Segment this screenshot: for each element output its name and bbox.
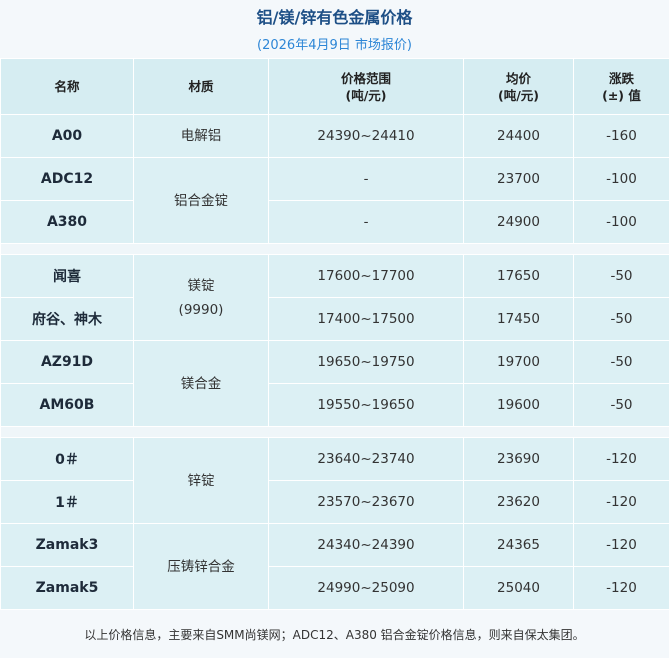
avg-cell: 23620 <box>463 480 574 524</box>
title: 铝/镁/锌有色金属价格 <box>256 8 413 27</box>
price-table: 名称 材质 价格范围 (吨/元) 均价 (吨/元) 涨跌 (±) 值 A00 电解铝 243… <box>0 58 669 610</box>
material-cell: 镁合金 <box>133 340 269 427</box>
change-cell: -120 <box>573 566 669 610</box>
range-cell: 17400~17500 <box>268 297 464 341</box>
change-cell: -50 <box>573 297 669 341</box>
data-row: 闻喜 镁锭 (9990) 17600~17700 17650 -50 <box>0 254 669 341</box>
data-row: AZ91D 镁合金 19650~19750 19700 -50 <box>0 340 669 427</box>
change-cell: -100 <box>573 200 669 244</box>
range-cell: 24340~24390 <box>268 523 464 567</box>
data-row: ADC12 铝合金锭 -23700 -100 <box>0 157 669 244</box>
avg-cell: 25040 <box>463 566 574 610</box>
header-cell: 涨跌 (±) 值 <box>573 58 669 115</box>
name-cell: A380 <box>0 200 134 244</box>
gap-cell <box>0 243 669 255</box>
table-body: A00 电解铝 24390~24410 24400 -160 ADC12 铝合金锭 -2370… <box>0 114 669 610</box>
range-cell: 17600~17700 <box>268 254 464 298</box>
avg-cell: 17650 <box>463 254 574 298</box>
name-cell: AM60B <box>0 383 134 427</box>
avg-cell: 19700 <box>463 340 574 384</box>
avg-cell: 23690 <box>463 437 574 481</box>
material-cell: 锌锭 <box>133 437 269 524</box>
data-row: Zamak3 压铸锌合金 24340~24390 24365 -120 <box>0 523 669 610</box>
name-cell: Zamak3 <box>0 523 134 567</box>
avg-cell: 17450 <box>463 297 574 341</box>
avg-cell: 24400 <box>463 114 574 158</box>
range-cell: 23640~23740 <box>268 437 464 481</box>
material-cell: 压铸锌合金 <box>133 523 269 610</box>
name-cell: 0＃ <box>0 437 134 481</box>
gap-row <box>0 426 669 438</box>
range-cell: 24990~25090 <box>268 566 464 610</box>
gap-row <box>0 243 669 255</box>
range-cell: 23570~23670 <box>268 480 464 524</box>
name-cell: 府谷、神木 <box>0 297 134 341</box>
range-cell: 19650~19750 <box>268 340 464 384</box>
data-row: 府谷、神木 17400~17500 17450 -50 <box>0 297 669 341</box>
range-cell: 19550~19650 <box>268 383 464 427</box>
name-cell: 1＃ <box>0 480 134 524</box>
name-cell: Zamak5 <box>0 566 134 610</box>
header-row: 名称 材质 价格范围 (吨/元) 均价 (吨/元) 涨跌 (±) 值 <box>0 58 669 115</box>
name-cell: A00 <box>0 114 134 158</box>
gap-cell <box>0 426 669 438</box>
subtitle: (2026年4月9日 市场报价) <box>257 38 412 53</box>
material-cell: 镁锭 (9990) <box>133 254 269 341</box>
data-row: A00 电解铝 24390~24410 24400 -160 <box>0 114 669 158</box>
header-cell: 均价 (吨/元) <box>463 58 574 115</box>
change-cell: -120 <box>573 437 669 481</box>
data-row: AM60B 19550~19650 19600 -50 <box>0 383 669 427</box>
data-row: 0＃ 锌锭 23640~23740 23690 -120 <box>0 437 669 524</box>
name-cell: AZ91D <box>0 340 134 384</box>
header-cell: 名称 <box>0 58 134 115</box>
name-cell: 闻喜 <box>0 254 134 298</box>
footnote: 以上价格信息，主要来自SMM尚镁网；ADC12、A380 铝合金锭价格信息，则来… <box>84 628 585 642</box>
avg-cell: 24900 <box>463 200 574 244</box>
range-cell: - <box>268 200 464 244</box>
name-cell: ADC12 <box>0 157 134 201</box>
data-row: Zamak5 24990~25090 25040 -120 <box>0 566 669 610</box>
range-cell: 24390~24410 <box>268 114 464 158</box>
data-row: 1＃ 23570~23670 23620 -120 <box>0 480 669 524</box>
change-cell: -100 <box>573 157 669 201</box>
material-cell: 电解铝 <box>133 114 269 158</box>
change-cell: -50 <box>573 340 669 384</box>
header-cell: 价格范围 (吨/元) <box>268 58 464 115</box>
change-cell: -160 <box>573 114 669 158</box>
change-cell: -120 <box>573 480 669 524</box>
change-cell: -50 <box>573 254 669 298</box>
avg-cell: 19600 <box>463 383 574 427</box>
avg-cell: 24365 <box>463 523 574 567</box>
avg-cell: 23700 <box>463 157 574 201</box>
data-row: A380 -24900 -100 <box>0 200 669 244</box>
change-cell: -50 <box>573 383 669 427</box>
header-cell: 材质 <box>133 58 269 115</box>
material-cell: 铝合金锭 <box>133 157 269 244</box>
change-cell: -120 <box>573 523 669 567</box>
range-cell: - <box>268 157 464 201</box>
